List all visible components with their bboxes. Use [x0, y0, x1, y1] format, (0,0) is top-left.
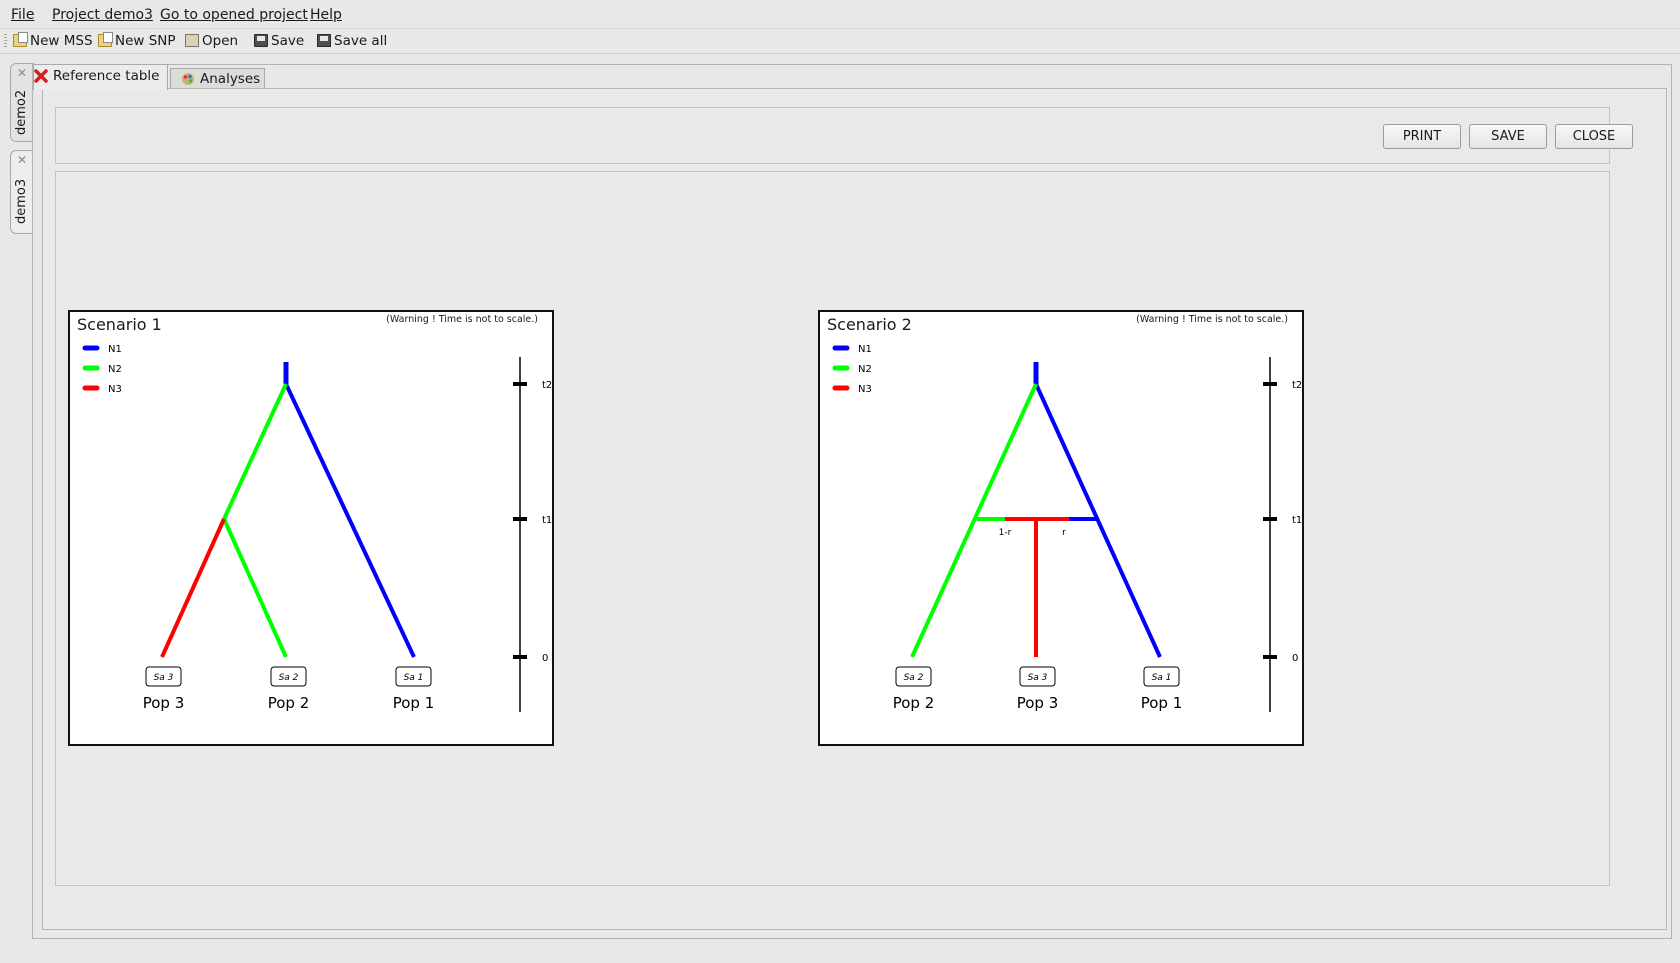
- legend-n1-label: N1: [108, 344, 122, 355]
- scenario-title: Scenario 1: [77, 315, 162, 334]
- legend-n2-label: N2: [858, 364, 872, 375]
- print-button[interactable]: PRINT: [1383, 124, 1461, 149]
- menu-help[interactable]: Help: [310, 7, 342, 23]
- close-icon[interactable]: ✕: [17, 153, 28, 167]
- floppy-disks-icon: [317, 34, 331, 47]
- new-snp-button[interactable]: New SNP: [98, 32, 176, 51]
- project-tab-demo3[interactable]: ✕ demo3: [10, 150, 34, 234]
- time-label-t2: t2: [542, 380, 552, 391]
- sample-label: Sa 2: [904, 673, 924, 683]
- save-button[interactable]: SAVE: [1469, 124, 1547, 149]
- sample-label: Sa 1: [1152, 673, 1172, 683]
- open-button[interactable]: Open: [185, 32, 238, 51]
- actions-panel: [55, 107, 1610, 164]
- toolbar: New MSS New SNP Open Save Save all: [0, 29, 1680, 54]
- pop-label: Pop 3: [1017, 694, 1059, 712]
- new-mss-button[interactable]: New MSS: [13, 32, 93, 51]
- sample-label: Sa 1: [404, 673, 424, 683]
- pop-label: Pop 1: [1141, 694, 1183, 712]
- scenario-2-tree: N1 N2 N3 1-r r t2 t1 0 Sa 2 Sa 3 Sa 1 Po…: [832, 344, 1302, 712]
- time-label-t1: t1: [1292, 515, 1302, 526]
- close-button[interactable]: CLOSE: [1555, 124, 1633, 149]
- palette-icon: [181, 72, 195, 92]
- save-all-button[interactable]: Save all: [317, 32, 387, 51]
- sample-box: [395, 666, 432, 687]
- pop-label: Pop 3: [143, 694, 185, 712]
- scenario-warning: (Warning ! Time is not to scale.): [1136, 314, 1288, 325]
- admix-label-1-r: 1-r: [999, 528, 1012, 538]
- pop-label: Pop 2: [893, 694, 935, 712]
- scenario-warning: (Warning ! Time is not to scale.): [386, 314, 538, 325]
- tab-reference-table[interactable]: Reference table: [33, 64, 168, 90]
- scenario-title: Scenario 2: [827, 315, 912, 334]
- legend-n3-label: N3: [858, 384, 872, 395]
- new-project-icon: [13, 32, 28, 47]
- time-label-t2: t2: [1292, 380, 1302, 391]
- sample-box: [1019, 666, 1056, 687]
- sample-box: [895, 666, 932, 687]
- project-tab-demo2[interactable]: ✕ demo2: [10, 63, 34, 142]
- menu-go-to-opened-project[interactable]: Go to opened project: [160, 7, 308, 23]
- admix-label-r: r: [1062, 528, 1066, 538]
- sample-label: Sa 3: [154, 673, 174, 683]
- branch-pop3: [160, 518, 226, 658]
- new-project-icon: [98, 32, 113, 47]
- scenario-1-tree: N1 N2 N3 t2 t1 0 Sa 3 Sa 2 Sa 1 Pop 3 Po…: [82, 344, 552, 712]
- scenario-1-diagram: N1 N2 N3 t2 t1 0 Sa 3 Sa 2 Sa 1 Pop 3 Po…: [68, 310, 554, 746]
- tab-analyses[interactable]: Analyses: [170, 68, 265, 89]
- close-icon[interactable]: ✕: [17, 66, 28, 80]
- time-label-0: 0: [542, 653, 548, 664]
- branch-pop1: [1034, 383, 1162, 658]
- time-label-0: 0: [1292, 653, 1298, 664]
- sample-label: Sa 3: [1028, 673, 1048, 683]
- branch-pop1: [284, 383, 416, 658]
- red-x-icon: [34, 68, 48, 91]
- menu-file[interactable]: File: [11, 7, 35, 23]
- pop-label: Pop 1: [393, 694, 435, 712]
- save-toolbar-button[interactable]: Save: [254, 32, 304, 51]
- scenario-2-diagram: N1 N2 N3 1-r r t2 t1 0 Sa 2 Sa 3 Sa 1 Po…: [818, 310, 1304, 746]
- sample-label: Sa 2: [279, 673, 299, 683]
- branch-internal: [222, 383, 288, 520]
- sample-box: [270, 666, 307, 687]
- sample-box: [1143, 666, 1180, 687]
- menu-bar: File Project demo3 Go to opened project …: [0, 0, 1680, 29]
- branch-pop2: [910, 383, 1038, 658]
- menu-project[interactable]: Project demo3: [52, 7, 153, 23]
- legend-n3-label: N3: [108, 384, 122, 395]
- floppy-disk-icon: [254, 34, 268, 47]
- time-label-t1: t1: [542, 515, 552, 526]
- pop-label: Pop 2: [268, 694, 310, 712]
- folder-open-icon: [185, 34, 199, 47]
- sample-box: [145, 666, 182, 687]
- branch-pop2: [222, 518, 288, 658]
- legend-n1-label: N1: [858, 344, 872, 355]
- legend-n2-label: N2: [108, 364, 122, 375]
- toolbar-grip[interactable]: [4, 34, 7, 48]
